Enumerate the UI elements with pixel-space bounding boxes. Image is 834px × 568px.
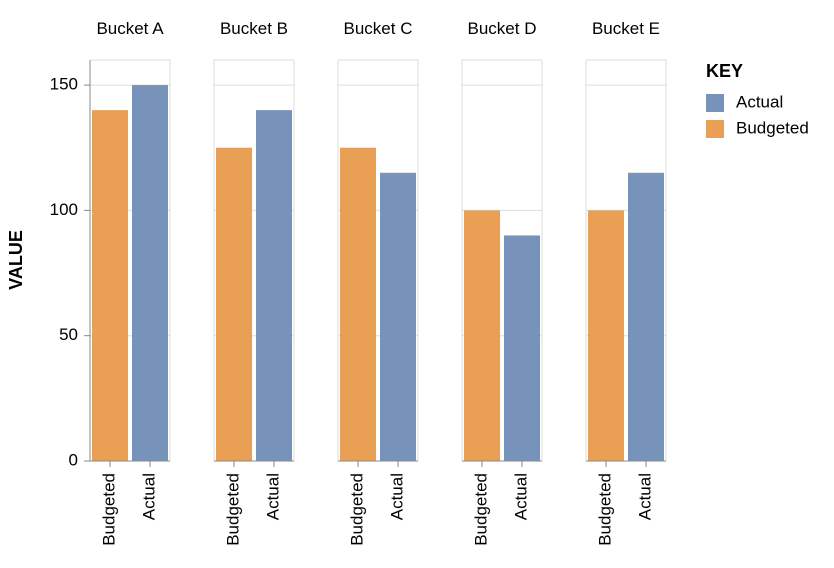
y-tick-label: 0 [69,450,78,469]
x-tick-label: Actual [387,473,406,520]
y-tick-label: 150 [50,75,78,94]
facet-label: Bucket D [468,19,537,38]
facet-label: Bucket B [220,19,288,38]
bar [340,147,376,461]
y-tick-label: 100 [50,200,78,219]
bar [256,110,292,461]
bar [380,172,416,461]
x-tick-label: Actual [511,473,530,520]
bar [216,147,252,461]
bar [464,210,500,461]
bar [132,85,168,461]
legend-label: Actual [736,92,783,111]
legend-swatch [706,120,724,138]
x-tick-label: Budgeted [471,473,490,546]
facet-label: Bucket C [344,19,413,38]
legend-label: Budgeted [736,118,809,137]
x-tick-label: Actual [263,473,282,520]
x-tick-label: Budgeted [595,473,614,546]
bar [504,235,540,461]
x-tick-label: Budgeted [99,473,118,546]
y-tick-label: 50 [59,325,78,344]
x-tick-label: Actual [635,473,654,520]
facet-label: Bucket A [96,19,164,38]
legend-swatch [706,94,724,112]
bar [588,210,624,461]
x-tick-label: Actual [139,473,158,520]
bar [628,172,664,461]
bar [92,110,128,461]
facet-label: Bucket E [592,19,660,38]
y-axis-label: VALUE [6,230,26,290]
x-tick-label: Budgeted [347,473,366,546]
legend-title: KEY [706,61,743,81]
x-tick-label: Budgeted [223,473,242,546]
